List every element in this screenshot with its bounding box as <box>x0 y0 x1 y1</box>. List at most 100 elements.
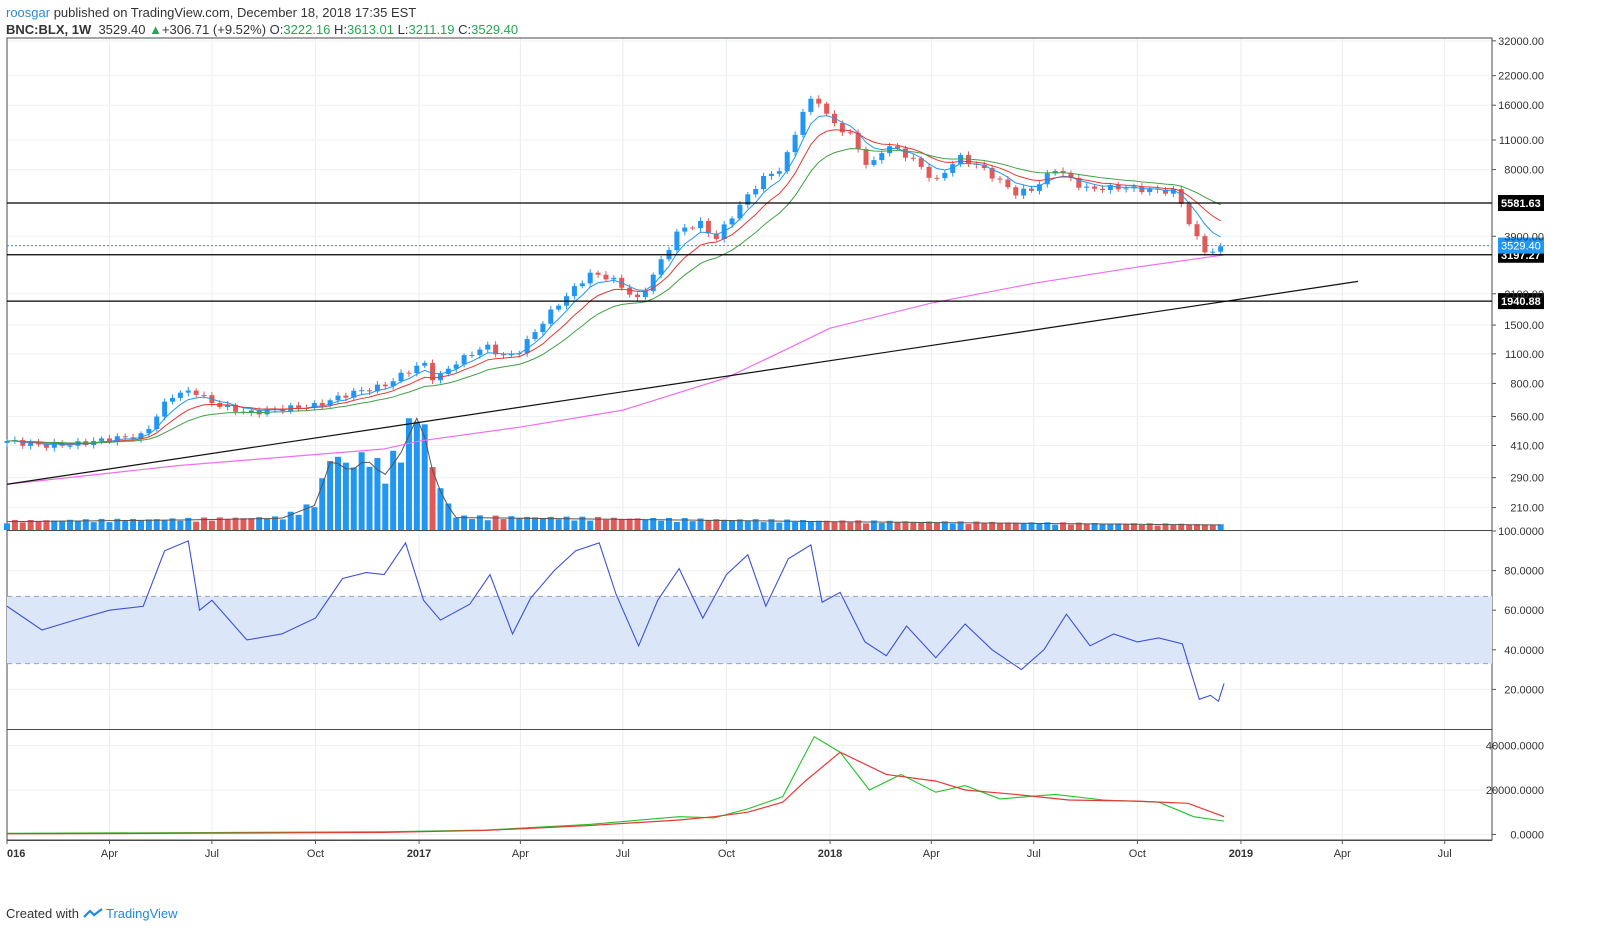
volume-bar <box>1020 523 1027 530</box>
price-axis-label: 11000.00 <box>1499 135 1544 147</box>
level-tag <box>1498 293 1544 310</box>
volume-bar <box>602 519 609 530</box>
volume-bar <box>815 520 822 530</box>
volume-bar <box>185 517 192 530</box>
volume-bar <box>539 518 546 530</box>
volume-bar <box>98 518 105 530</box>
candle <box>824 103 830 114</box>
volume-bar <box>1130 523 1137 530</box>
volume-bar <box>642 519 649 530</box>
candle <box>106 438 112 442</box>
author-link[interactable]: roosgar <box>6 5 51 20</box>
volume-bar <box>941 521 948 530</box>
volume-bar <box>563 516 570 530</box>
volume-bar <box>799 520 806 530</box>
volume-bar <box>1138 524 1145 530</box>
candle <box>351 390 357 398</box>
x-axis-label: Apr <box>512 848 529 860</box>
candle <box>335 395 341 401</box>
price-axis-label: 1100.00 <box>1505 349 1544 361</box>
volume-bar <box>579 516 586 530</box>
volume-bar <box>342 462 349 530</box>
candle <box>658 259 664 275</box>
volume-bar <box>484 520 491 530</box>
volume-bar <box>161 520 168 530</box>
volume-bar <box>870 520 877 530</box>
candle <box>469 355 475 357</box>
candle <box>248 410 254 413</box>
volume-bar <box>232 517 239 530</box>
price-axis-label: 32000.00 <box>1498 36 1544 48</box>
candle <box>1107 185 1113 191</box>
volume-bar <box>82 519 89 530</box>
volume-bar <box>500 519 507 530</box>
volume-bar <box>516 518 523 530</box>
tradingview-link[interactable]: TradingView <box>105 906 178 921</box>
candle <box>958 155 964 165</box>
candle <box>406 372 412 374</box>
volume-bar <box>59 520 66 530</box>
volume-bar <box>1012 522 1019 530</box>
candle <box>910 157 916 159</box>
volume-bar <box>122 521 129 530</box>
volume-bar <box>1186 524 1193 530</box>
volume-bar <box>831 521 838 530</box>
volume-bar <box>1178 523 1185 530</box>
volume-bar <box>705 520 712 530</box>
volume-bar <box>208 520 215 530</box>
volume-bar <box>413 421 420 530</box>
candle <box>1194 224 1200 237</box>
candle <box>603 274 609 280</box>
x-axis-label: Apr <box>1334 848 1351 860</box>
candle <box>1163 189 1169 194</box>
price-change: +306.71 (+9.52%) <box>161 22 267 37</box>
volume-bar <box>295 514 302 530</box>
x-axis-label: 2017 <box>407 848 431 860</box>
x-axis-label: Apr <box>101 848 118 860</box>
price-axis-label: 800.00 <box>1510 378 1544 390</box>
candle <box>887 146 893 154</box>
volume-bar <box>634 518 641 530</box>
price-axis-label: 3900.00 <box>1504 231 1544 243</box>
created-with-text: Created with <box>6 906 79 921</box>
candle <box>737 204 743 219</box>
candle <box>390 381 396 387</box>
candles <box>4 95 1224 452</box>
volume-bar <box>768 519 775 530</box>
volume-bar <box>1099 523 1106 530</box>
volume-bar <box>886 520 893 530</box>
volume-bar <box>476 515 483 530</box>
candle <box>650 274 656 292</box>
close-label: C: <box>458 22 472 37</box>
volume-bar <box>957 521 964 530</box>
candle <box>997 178 1003 180</box>
candle <box>674 231 680 251</box>
volume-bar <box>839 520 846 530</box>
volume-bar <box>902 521 909 530</box>
candle <box>398 372 404 382</box>
candle <box>162 401 168 417</box>
volume-bar <box>910 521 917 530</box>
volume-bar <box>366 466 373 530</box>
candle <box>729 218 735 225</box>
volume-bar <box>1217 524 1224 530</box>
candle <box>122 436 128 438</box>
volume-bar <box>27 519 34 530</box>
candle <box>1186 203 1192 225</box>
candle <box>485 344 491 350</box>
candle <box>745 194 751 205</box>
volume-bar <box>145 519 152 530</box>
volume-bar <box>492 515 499 530</box>
volume-bar <box>673 521 680 530</box>
volume-bar <box>382 483 389 530</box>
candle <box>1029 188 1035 191</box>
candle <box>871 160 877 165</box>
published-text: published on TradingView.com, December 1… <box>53 5 417 20</box>
volume-bar <box>847 522 854 530</box>
candle <box>359 390 365 392</box>
volume-bar <box>926 521 933 530</box>
trendline[interactable] <box>6 280 1359 485</box>
candle <box>1092 186 1098 189</box>
candle <box>879 153 885 161</box>
